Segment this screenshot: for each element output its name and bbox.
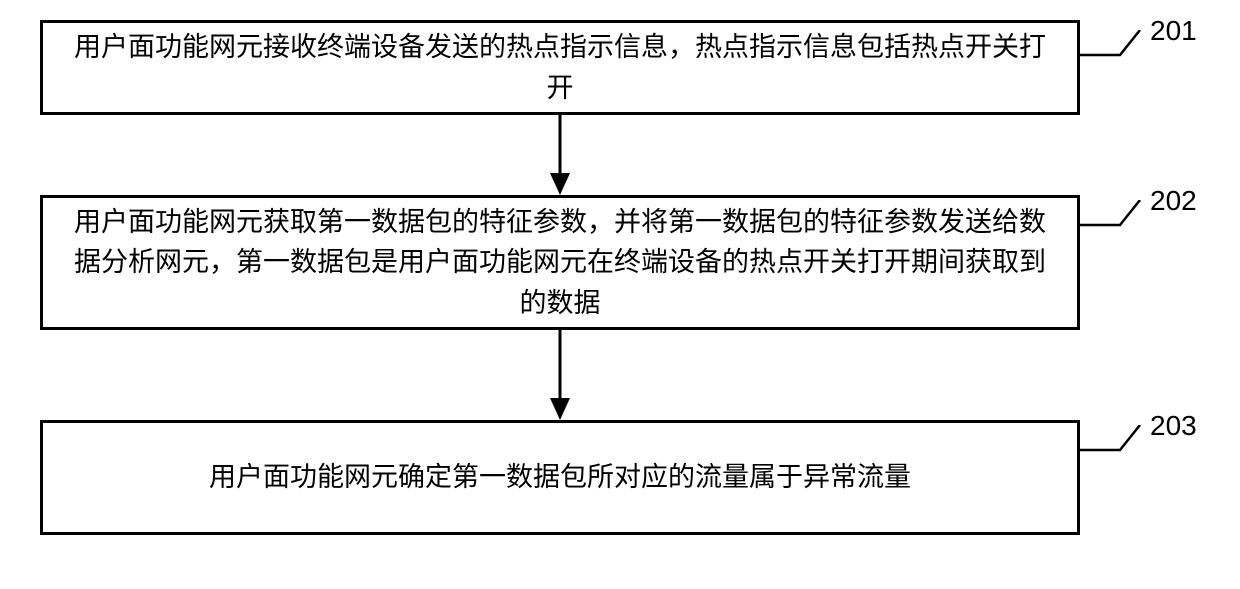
step-label-1: 201 (1150, 15, 1197, 47)
flowchart-step-3: 用户面功能网元确定第一数据包所对应的流量属于异常流量 (40, 420, 1080, 535)
step-label-3: 203 (1150, 410, 1197, 442)
flowchart-step-2-text: 用户面功能网元获取第一数据包的特征参数，并将第一数据包的特征参数发送给数据分析网… (63, 202, 1057, 324)
flowchart-step-1: 用户面功能网元接收终端设备发送的热点指示信息，热点指示信息包括热点开关打开 (40, 20, 1080, 115)
leader-line-3 (1080, 425, 1145, 460)
arrow-2-3 (545, 330, 575, 420)
flowchart-step-3-text: 用户面功能网元确定第一数据包所对应的流量属于异常流量 (209, 457, 911, 498)
leader-line-2 (1080, 200, 1145, 235)
flowchart-step-1-text: 用户面功能网元接收终端设备发送的热点指示信息，热点指示信息包括热点开关打开 (63, 27, 1057, 108)
step-label-2: 202 (1150, 185, 1197, 217)
leader-line-1 (1080, 30, 1145, 65)
arrow-1-2 (545, 115, 575, 195)
flowchart-step-2: 用户面功能网元获取第一数据包的特征参数，并将第一数据包的特征参数发送给数据分析网… (40, 195, 1080, 330)
